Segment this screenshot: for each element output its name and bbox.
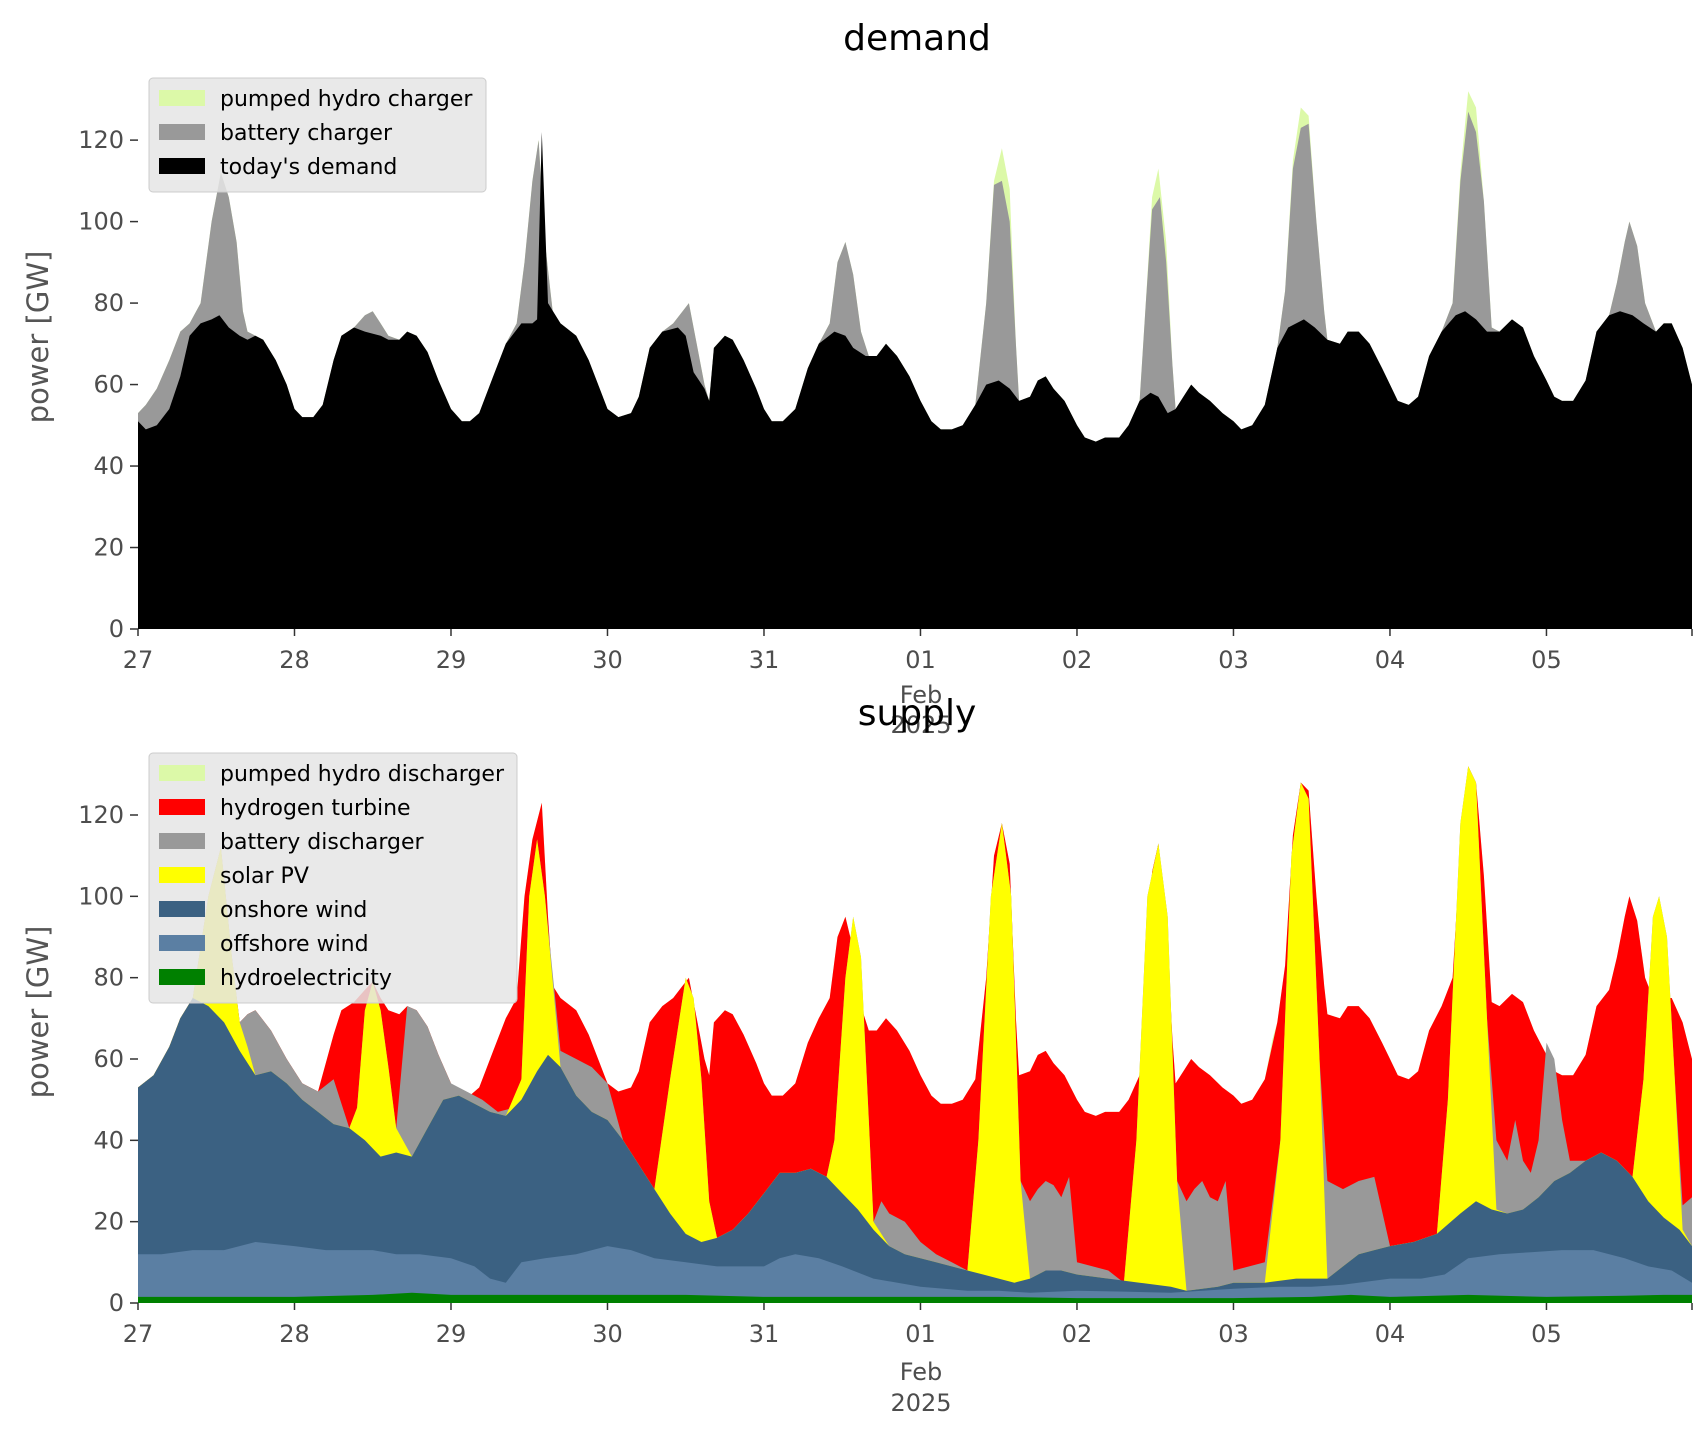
supply-legend: pumped hydro discharger hydrogen turbine b… — [148, 752, 518, 1004]
demand-y-tick-label: 80 — [93, 289, 124, 317]
demand-x-tick-label: 05 — [1531, 646, 1562, 674]
supply-legend-swatch-onshore-wind — [159, 901, 205, 917]
supply-y-tick-label: 0 — [109, 1289, 124, 1317]
supply-y-tick-label: 80 — [93, 964, 124, 992]
demand-x-year-label: 2025 — [890, 711, 951, 739]
demand-x-tick-label: 28 — [279, 646, 310, 674]
supply-x-tick-label: 01 — [905, 1320, 936, 1348]
supply-legend-swatch-battery-discharger — [159, 833, 205, 849]
supply-legend-swatch-hydroelectricity — [159, 969, 205, 985]
supply-area-offshore-wind — [138, 1242, 1692, 1303]
demand-legend: pumped hydro charger battery charger today… — [148, 77, 487, 193]
supply-ylabel: power [GW] — [21, 926, 55, 1099]
supply-legend-label-solar-pv: solar PV — [220, 864, 309, 889]
supply-x-tick-label: 30 — [592, 1320, 623, 1348]
supply-area-onshore-wind — [138, 998, 1692, 1303]
supply-legend-swatch-hydrogen-turbine — [159, 799, 205, 815]
supply-y-tick-label: 120 — [78, 801, 124, 829]
supply-legend-label-hydroelectricity: hydroelectricity — [220, 966, 392, 991]
supply-x-tick-label: 28 — [279, 1320, 310, 1348]
supply-y-tick-label: 20 — [93, 1208, 124, 1236]
demand-y-tick-label: 120 — [78, 126, 124, 154]
supply-legend-box — [148, 752, 518, 1004]
demand-y-tick-label: 100 — [78, 208, 124, 236]
demand-x-tick-label: 01 — [905, 646, 936, 674]
demand-areas — [138, 91, 1692, 630]
supply-legend-label-offshore-wind: offshore wind — [220, 932, 369, 957]
supply-legend-label-battery-discharger: battery discharger — [220, 830, 425, 855]
demand-x-tick-label: 02 — [1062, 646, 1093, 674]
demand-y-tick-label: 20 — [93, 534, 124, 562]
supply-x-tick-label: 05 — [1531, 1320, 1562, 1348]
supply-title: supply — [858, 693, 977, 734]
supply-x-tick-label: 04 — [1375, 1320, 1406, 1348]
demand-x-tick-label: 30 — [592, 646, 623, 674]
demand-y-tick-label: 0 — [109, 615, 124, 643]
demand-x-tick-label: 31 — [749, 646, 780, 674]
demand-x-tick-label: 03 — [1218, 646, 1249, 674]
supply-x-month-label: Feb — [900, 1358, 943, 1386]
supply-area-hydroelectricity — [138, 1292, 1692, 1303]
supply-x-tick-label: 03 — [1218, 1320, 1249, 1348]
demand-y-axis: 0 20 40 60 80 100 120 — [78, 126, 138, 643]
demand-legend-label-pumped-hydro-charger: pumped hydro charger — [220, 87, 473, 112]
demand-legend-swatch-pumped-hydro-charger — [159, 90, 205, 106]
demand-x-tick-label: 04 — [1375, 646, 1406, 674]
supply-y-tick-label: 100 — [78, 882, 124, 910]
supply-y-tick-label: 60 — [93, 1045, 124, 1073]
demand-x-tick-label: 27 — [123, 646, 154, 674]
demand-x-tick-label: 29 — [436, 646, 467, 674]
demand-x-axis: Feb 2025 27 28 29 30 31 01 02 03 04 05 — [123, 629, 1693, 739]
supply-x-axis: Feb 2025 27 28 29 30 31 01 02 03 04 05 — [123, 1303, 1693, 1417]
supply-legend-label-onshore-wind: onshore wind — [220, 898, 367, 923]
demand-legend-label-battery-charger: battery charger — [220, 121, 393, 146]
supply-x-year-label: 2025 — [890, 1389, 951, 1417]
supply-areas — [138, 766, 1692, 1303]
supply-legend-swatch-solar-pv — [159, 867, 205, 883]
supply-legend-swatch-offshore-wind — [159, 935, 205, 951]
demand-legend-box — [148, 77, 487, 193]
demand-y-tick-label: 40 — [93, 452, 124, 480]
supply-y-tick-label: 40 — [93, 1126, 124, 1154]
demand-area-today-s-demand — [138, 132, 1692, 629]
supply-x-tick-label: 02 — [1062, 1320, 1093, 1348]
demand-x-month-label: Feb — [900, 681, 943, 709]
demand-y-tick-label: 60 — [93, 371, 124, 399]
demand-ylabel: power [GW] — [21, 251, 55, 424]
supply-x-tick-label: 29 — [436, 1320, 467, 1348]
supply-legend-swatch-pumped-hydro-discharger — [159, 765, 205, 781]
supply-x-tick-label: 31 — [749, 1320, 780, 1348]
supply-x-tick-label: 27 — [123, 1320, 154, 1348]
demand-title: demand — [843, 18, 991, 59]
demand-legend-label-today-s-demand: today's demand — [220, 155, 397, 180]
supply-legend-label-pumped-hydro-discharger: pumped hydro discharger — [220, 762, 505, 787]
supply-legend-label-hydrogen-turbine: hydrogen turbine — [220, 796, 411, 821]
supply-y-axis: 0 20 40 60 80 100 120 — [78, 801, 138, 1317]
demand-legend-swatch-battery-charger — [159, 124, 205, 140]
demand-legend-swatch-today-s-demand — [159, 158, 205, 174]
